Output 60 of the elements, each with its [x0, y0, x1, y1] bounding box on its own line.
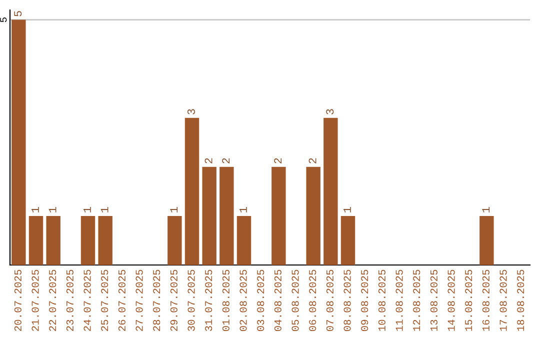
x-tick-label: 07.08.2025 — [326, 270, 334, 332]
x-tick-label: 10.08.2025 — [378, 270, 386, 331]
bar — [480, 216, 494, 265]
data-label: 1 — [170, 207, 178, 212]
x-tick-label: 04.08.2025 — [274, 270, 282, 332]
data-label: 2 — [204, 158, 212, 164]
x-tick-label: 12.08.2025 — [413, 270, 420, 331]
x-tick-label: 08.08.2025 — [344, 270, 351, 332]
x-tick-label: 26.07.2025 — [118, 270, 126, 331]
data-label: 1 — [100, 207, 108, 212]
data-label: 1 — [32, 207, 39, 212]
x-tick-label: 03.08.2025 — [257, 270, 264, 332]
data-label: 3 — [326, 109, 334, 114]
x-tick-label: 25.07.2025 — [101, 270, 108, 331]
x-tick-label: 18.08.2025 — [517, 270, 524, 331]
x-tick-label: 15.08.2025 — [465, 270, 472, 331]
x-tick-label: 16.08.2025 — [482, 270, 490, 331]
bar — [202, 166, 216, 265]
x-tick-label: 23.07.2025 — [66, 270, 74, 331]
x-tick-label: 01.08.2025 — [222, 270, 230, 332]
bar — [98, 216, 112, 265]
data-label: 3 — [187, 109, 195, 114]
bar — [12, 20, 26, 265]
data-label: 1 — [344, 207, 351, 212]
bar — [80, 216, 96, 265]
data-label: 2 — [308, 158, 316, 164]
bar — [306, 166, 320, 265]
bar — [168, 216, 182, 265]
bar — [236, 216, 252, 265]
bar — [340, 216, 356, 265]
x-tick-label: 20.07.2025 — [14, 270, 22, 331]
x-tick-label: 06.08.2025 — [309, 270, 316, 332]
data-label: 1 — [84, 207, 91, 212]
bar — [324, 118, 338, 265]
x-tick-label: 17.08.2025 — [500, 270, 507, 331]
x-tick-label: 02.08.2025 — [240, 270, 247, 332]
x-tick-label: 30.07.2025 — [188, 270, 195, 332]
x-tick-label: 13.08.2025 — [430, 270, 438, 331]
data-label: 1 — [240, 207, 247, 212]
x-tick-label: 29.07.2025 — [170, 270, 178, 331]
x-tick-label: 31.07.2025 — [205, 270, 212, 332]
bar — [272, 166, 286, 265]
x-tick-label: 21.07.2025 — [32, 270, 39, 331]
x-tick-label: 09.08.2025 — [361, 270, 368, 332]
bar — [28, 216, 44, 265]
x-tick-label: 28.07.2025 — [153, 270, 160, 331]
data-label: 1 — [48, 207, 56, 212]
x-tick-label: 22.07.2025 — [49, 270, 56, 331]
data-label: 5 — [0, 18, 7, 22]
x-tick-label: 05.08.2025 — [292, 270, 299, 332]
x-tick-label: 27.07.2025 — [136, 270, 143, 331]
data-label: 2 — [274, 158, 282, 164]
bar — [184, 118, 200, 265]
bar — [220, 166, 234, 265]
x-tick-label: 14.08.2025 — [448, 270, 455, 331]
bar — [46, 216, 60, 265]
data-label: 1 — [482, 207, 490, 212]
x-tick-label: 24.07.2025 — [84, 270, 91, 331]
data-label: 2 — [222, 158, 230, 164]
x-tick-label: 11.08.2025 — [396, 270, 403, 331]
